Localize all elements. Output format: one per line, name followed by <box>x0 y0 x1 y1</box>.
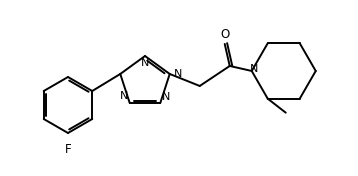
Text: N: N <box>174 69 182 79</box>
Text: N: N <box>141 58 149 68</box>
Text: O: O <box>220 29 229 42</box>
Text: N: N <box>120 91 128 101</box>
Text: N: N <box>162 92 170 102</box>
Text: F: F <box>65 143 71 156</box>
Text: N: N <box>250 64 258 74</box>
